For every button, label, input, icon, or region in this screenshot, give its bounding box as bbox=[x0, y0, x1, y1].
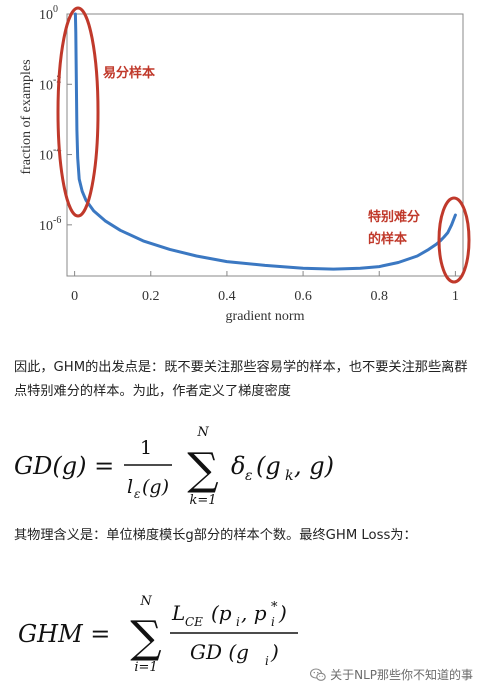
y-tick-label: 10-2 bbox=[39, 74, 61, 93]
formula2-num-p2-sup: * bbox=[271, 600, 278, 615]
gradient-density-formula: GD(g) = 1 l ε (g) N ∑ k=1 δ ε (g k , g) bbox=[14, 425, 334, 508]
hard-samples-label-line-1: 特别难分 bbox=[368, 209, 420, 225]
hard-samples-highlight-circle bbox=[437, 196, 471, 284]
formula2-num-p2-sub: i bbox=[271, 615, 275, 629]
x-tick-label: 0.4 bbox=[218, 289, 236, 304]
formula1-den-arg: (g) bbox=[142, 476, 169, 498]
formula1-den-eps: ε bbox=[134, 487, 140, 501]
formula1-sum-top: N bbox=[196, 425, 209, 440]
series-line bbox=[73, 12, 457, 271]
x-tick-label: 0.6 bbox=[294, 289, 312, 304]
formula1-numerator: 1 bbox=[140, 437, 152, 459]
formula2-den-sub: i bbox=[265, 654, 269, 668]
formula2-num-comma: , p bbox=[241, 601, 267, 625]
formula2-num-close: ) bbox=[278, 601, 287, 625]
y-axis-ticks: 100 10-2 10-4 10-6 bbox=[39, 4, 72, 234]
paragraph-gradient-density-intro: 因此，GHM的出发点是：既不要关注那些容易学的样本，也不要关注那些离群点特别难分… bbox=[14, 360, 468, 399]
formula2-den-close: ) bbox=[270, 640, 279, 664]
x-tick-label: 0.8 bbox=[370, 289, 388, 304]
x-tick-label: 1 bbox=[452, 289, 459, 304]
x-tick-label: 0 bbox=[71, 289, 78, 304]
x-axis-ticks: 0 0.2 0.4 0.6 0.8 1 bbox=[71, 271, 459, 304]
formula1-delta-arg-sub: k bbox=[285, 468, 293, 484]
y-axis-label: fraction of examples bbox=[19, 59, 34, 174]
formula1-sum-sign: ∑ bbox=[187, 444, 218, 495]
formula2-num-L-sub: CE bbox=[185, 615, 203, 629]
formula2-sum-top: N bbox=[139, 594, 152, 609]
watermark: 关于NLP那些你不知道的事 bbox=[310, 666, 473, 683]
formula2-den: GD (g bbox=[190, 640, 249, 664]
formula1-den-l: l bbox=[127, 476, 133, 498]
y-tick-label: 10-4 bbox=[39, 145, 61, 164]
hard-samples-label-line-2: 的样本 bbox=[368, 231, 407, 247]
x-axis-label: gradient norm bbox=[226, 309, 305, 324]
formula1-delta: δ bbox=[231, 452, 245, 480]
easy-samples-label: 易分样本 bbox=[103, 65, 155, 81]
watermark-text: 关于NLP那些你不知道的事 bbox=[330, 668, 473, 682]
formula2-num-p-sub: i bbox=[236, 615, 240, 629]
wechat-icon bbox=[310, 667, 326, 681]
formula2-lhs: GHM = bbox=[18, 620, 110, 648]
x-tick-label: 0.2 bbox=[142, 289, 160, 304]
formula1-lhs: GD(g) = bbox=[14, 452, 114, 480]
formula2-num-L: L bbox=[171, 601, 185, 625]
formula2-sum-bottom: i=1 bbox=[134, 660, 157, 675]
formula1-delta-arg: (g bbox=[256, 452, 281, 480]
formula2-sum-sign: ∑ bbox=[130, 612, 161, 663]
paragraph-ghm-loss-intro: 其物理含义是：单位梯度模长g部分的样本个数。最终GHM Loss为： bbox=[14, 528, 417, 543]
formula2-num-arg: (p bbox=[211, 601, 232, 625]
y-tick-label: 10-6 bbox=[39, 215, 61, 234]
ghm-loss-formula: GHM = N ∑ i=1 L CE (p i , p * i ) GD (g … bbox=[18, 594, 298, 675]
y-tick-label: 100 bbox=[39, 4, 58, 23]
plot-frame bbox=[66, 13, 464, 277]
formula1-delta-arg-end: , g) bbox=[294, 452, 334, 480]
gradient-density-chart: 100 10-2 10-4 10-6 0 0.2 0.4 0.6 0.8 1 fraction … bbox=[19, 4, 471, 324]
formula1-delta-sub: ε bbox=[245, 468, 253, 484]
easy-samples-highlight-circle bbox=[56, 6, 100, 218]
formula1-sum-bottom: k=1 bbox=[189, 493, 216, 508]
